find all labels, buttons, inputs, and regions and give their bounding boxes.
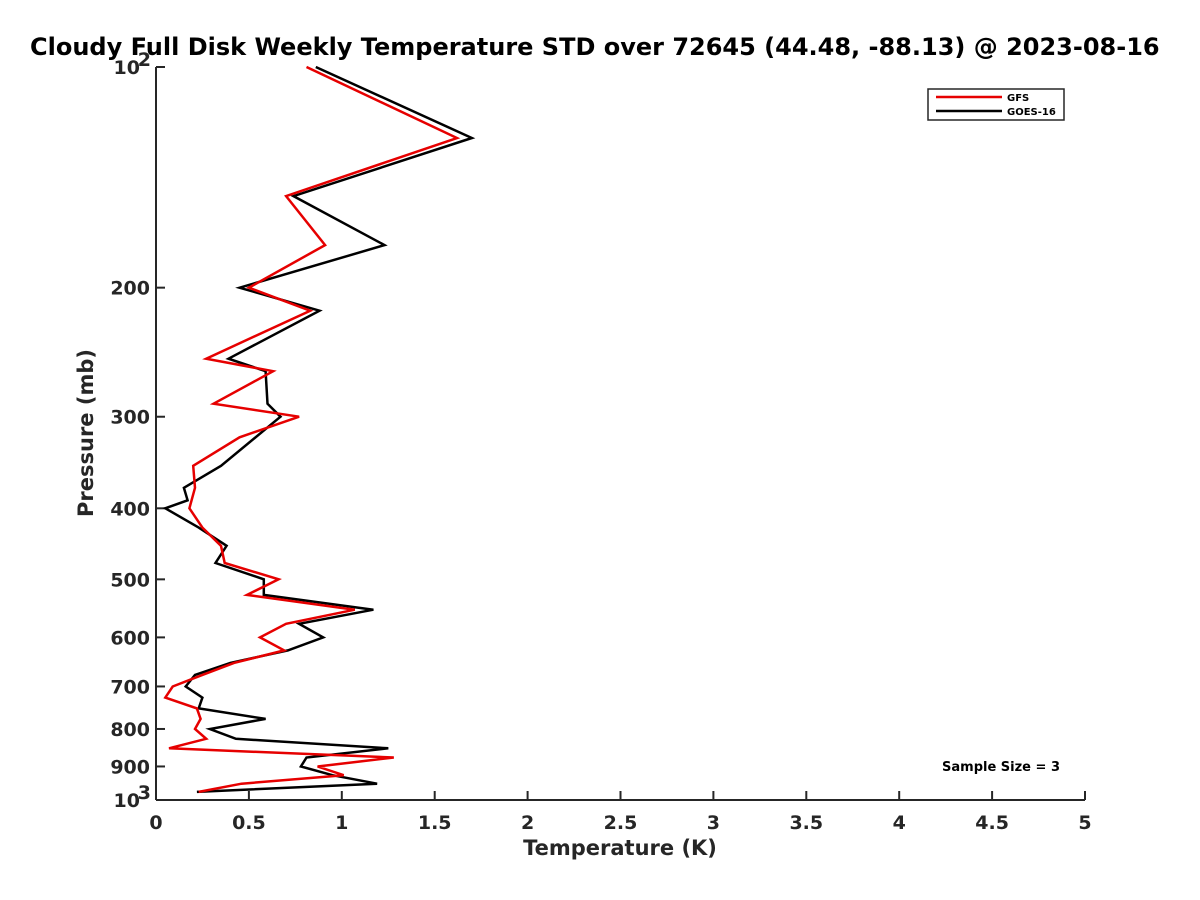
sample-size-annotation: Sample Size = 3 [942,760,1060,775]
y-tick-label: 400 [110,498,150,520]
x-axis-label: Temperature (K) [523,836,717,860]
x-tick-label: 1.5 [418,812,452,834]
x-tick-label: 4 [893,812,906,834]
y-tick-label: 700 [110,676,150,698]
y-tick-label: 10 [114,790,140,812]
legend-box [927,88,1065,121]
y-tick-exponent: 2 [138,49,151,71]
y-axis-label: Pressure (mb) [74,349,98,517]
x-tick-label: 2.5 [604,812,638,834]
x-tick-label: 2 [521,812,534,834]
x-tick-label: 3 [707,812,720,834]
y-tick-label: 600 [110,627,150,649]
legend-label: GOES-16 [1007,107,1056,118]
y-tick-exponent: 3 [138,782,151,804]
series-line-goes-16 [162,65,476,794]
x-tick-label: 1 [335,812,348,834]
legend-label: GFS [1007,93,1029,104]
y-tick-label: 300 [110,407,150,429]
axes: 0 0.5 1 1.5 2 2.5 3 3.5 4 4.5 51022003004005006007… [110,49,1091,834]
y-tick-label: 500 [110,569,150,591]
x-tick-label: 3.5 [789,812,823,834]
y-tick-label: 10 [114,57,140,79]
x-tick-label: 5 [1078,812,1091,834]
y-tick-label: 200 [110,278,150,300]
y-tick-label: 900 [110,756,150,778]
y-tick-label: 800 [110,719,150,741]
x-tick-label: 0.5 [232,812,266,834]
chart-title: Cloudy Full Disk Weekly Temperature STD … [30,33,1160,61]
x-tick-label: 4.5 [975,812,1009,834]
series-line-gfs [163,65,461,794]
legend: GFS GOES-16 [927,88,1065,121]
x-tick-label: 0 [149,812,162,834]
series-layer [162,65,476,794]
